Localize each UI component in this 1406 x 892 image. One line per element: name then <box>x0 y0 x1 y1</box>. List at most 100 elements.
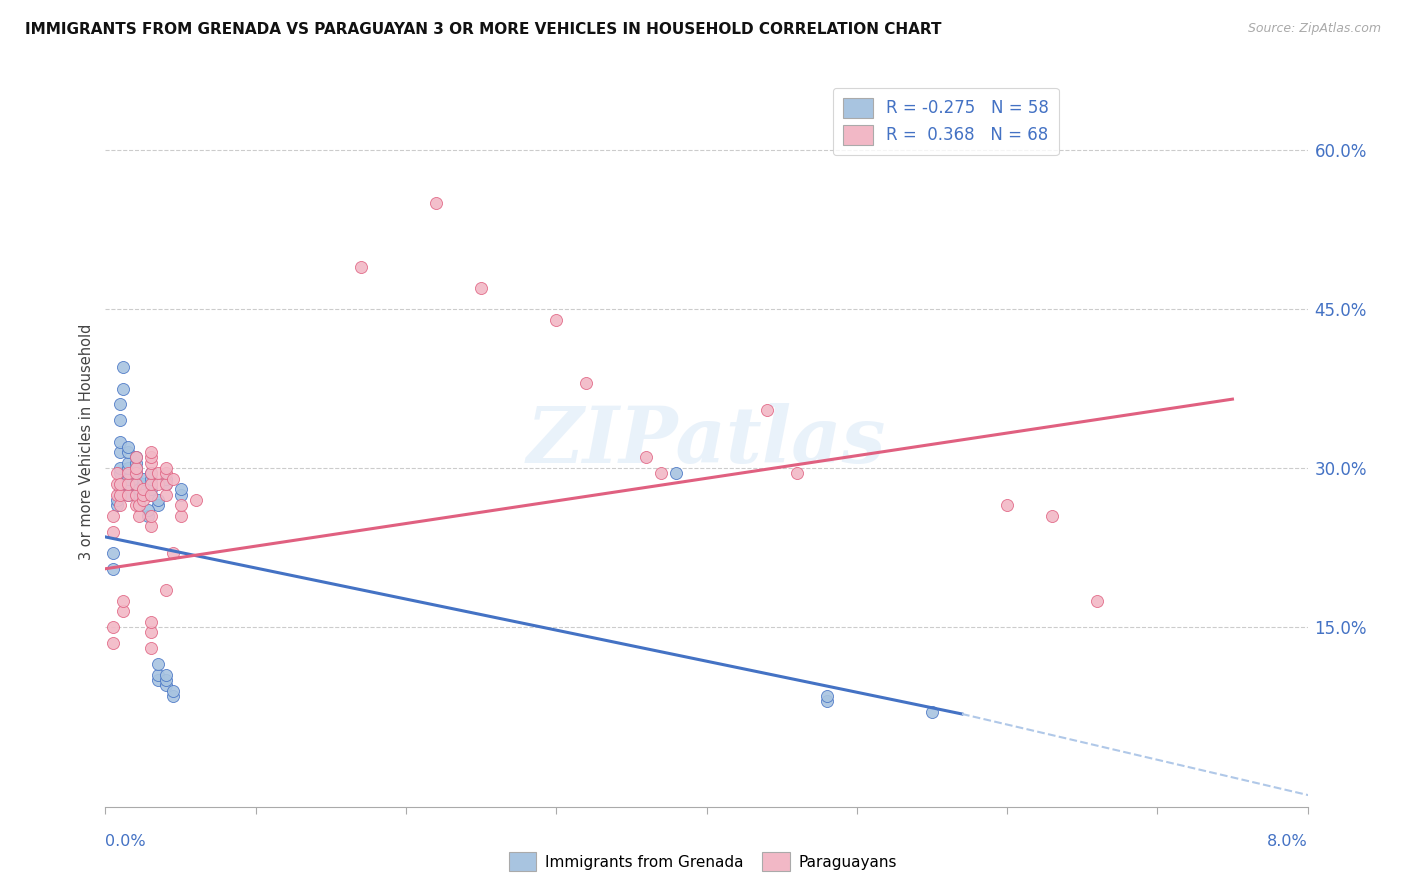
Point <box>155 582 177 597</box>
Point <box>132 482 155 496</box>
Point <box>155 461 177 475</box>
Point <box>139 477 162 491</box>
Point <box>350 260 373 274</box>
Point <box>575 376 598 391</box>
Point <box>139 487 162 501</box>
Point <box>184 492 207 507</box>
Point <box>136 508 159 523</box>
Text: 0.0%: 0.0% <box>105 834 146 848</box>
Point <box>110 467 132 481</box>
Point <box>146 467 169 481</box>
Point <box>124 477 146 491</box>
Point <box>139 456 162 470</box>
Legend: Immigrants from Grenada, Paraguayans: Immigrants from Grenada, Paraguayans <box>502 847 904 877</box>
Point <box>155 477 177 491</box>
Text: Source: ZipAtlas.com: Source: ZipAtlas.com <box>1247 22 1381 36</box>
Point <box>146 673 169 687</box>
Point <box>146 498 169 512</box>
Point <box>155 673 177 687</box>
Point <box>107 487 129 501</box>
Point <box>139 508 162 523</box>
Point <box>112 360 135 375</box>
Point <box>128 482 150 496</box>
Point <box>107 492 129 507</box>
Point <box>128 498 150 512</box>
Point <box>921 705 943 719</box>
Point <box>110 445 132 459</box>
Point <box>124 467 146 481</box>
Point <box>101 524 124 539</box>
Point <box>169 482 191 496</box>
Point <box>139 477 162 491</box>
Point <box>425 196 447 211</box>
Point <box>124 472 146 486</box>
Point <box>128 498 150 512</box>
Point <box>995 498 1018 512</box>
Point <box>128 508 150 523</box>
Point <box>546 312 568 326</box>
Point <box>112 382 135 396</box>
Point <box>139 450 162 465</box>
Point <box>124 450 146 465</box>
Point <box>128 492 150 507</box>
Point <box>1085 593 1108 607</box>
Point <box>117 487 139 501</box>
Point <box>117 487 139 501</box>
Y-axis label: 3 or more Vehicles in Household: 3 or more Vehicles in Household <box>79 324 94 559</box>
Point <box>124 467 146 481</box>
Point <box>162 546 184 560</box>
Point <box>139 472 162 486</box>
Point <box>169 508 191 523</box>
Point <box>169 498 191 512</box>
Point <box>139 482 162 496</box>
Point <box>110 413 132 427</box>
Text: ZIPatlas: ZIPatlas <box>527 403 886 480</box>
Point <box>132 477 155 491</box>
Point <box>139 519 162 533</box>
Point <box>139 467 162 481</box>
Point <box>155 487 177 501</box>
Point <box>169 487 191 501</box>
Point <box>146 667 169 681</box>
Point <box>107 477 129 491</box>
Point <box>110 461 132 475</box>
Point <box>132 472 155 486</box>
Point <box>107 467 129 481</box>
Point <box>146 477 169 491</box>
Point <box>128 487 150 501</box>
Text: 8.0%: 8.0% <box>1267 834 1308 848</box>
Point <box>155 667 177 681</box>
Point <box>101 636 124 650</box>
Point <box>470 281 492 295</box>
Point <box>636 450 658 465</box>
Point <box>117 477 139 491</box>
Point <box>124 461 146 475</box>
Point <box>139 445 162 459</box>
Point <box>112 604 135 618</box>
Point <box>162 689 184 703</box>
Point <box>132 487 155 501</box>
Point <box>155 477 177 491</box>
Point <box>101 546 124 560</box>
Point <box>101 620 124 634</box>
Point <box>110 498 132 512</box>
Point <box>139 487 162 501</box>
Point <box>117 456 139 470</box>
Legend: R = -0.275   N = 58, R =  0.368   N = 68: R = -0.275 N = 58, R = 0.368 N = 68 <box>832 87 1059 155</box>
Point <box>124 450 146 465</box>
Point <box>124 487 146 501</box>
Point <box>110 477 132 491</box>
Point <box>117 467 139 481</box>
Point <box>815 689 838 703</box>
Point <box>124 498 146 512</box>
Point <box>124 461 146 475</box>
Point <box>146 657 169 672</box>
Point <box>117 440 139 454</box>
Point <box>117 461 139 475</box>
Point <box>124 487 146 501</box>
Point <box>1040 508 1063 523</box>
Point <box>136 503 159 517</box>
Point <box>665 467 688 481</box>
Point <box>162 472 184 486</box>
Point <box>117 445 139 459</box>
